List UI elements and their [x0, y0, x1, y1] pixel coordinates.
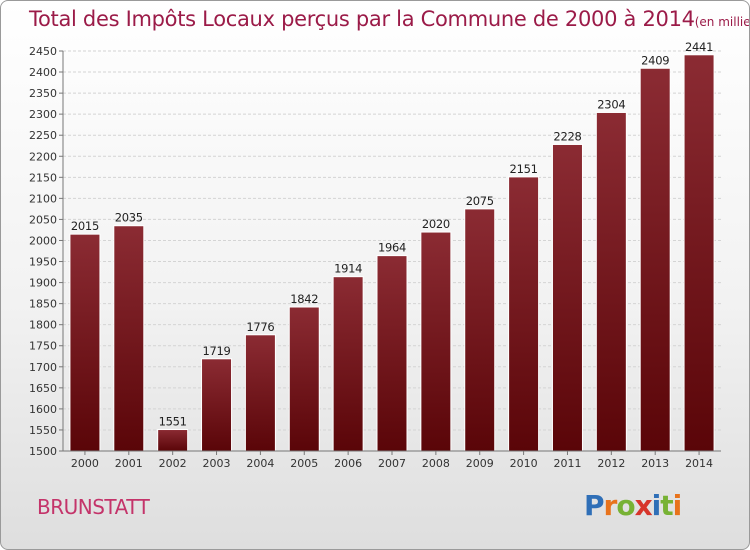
y-tick-label: 1700	[29, 361, 57, 374]
proxiti-logo[interactable]: Proxiti	[584, 489, 683, 522]
y-tick-label: 2050	[29, 213, 57, 226]
x-tick-label: 2000	[71, 457, 99, 470]
logo-letter: i	[651, 489, 662, 522]
bar-2010	[508, 176, 540, 452]
bars	[69, 54, 715, 452]
data-label: 1551	[159, 415, 187, 429]
data-label: 2035	[115, 211, 143, 225]
logo-letter: i	[672, 489, 683, 522]
logo-letter: t	[660, 489, 673, 522]
x-tick-label: 2012	[597, 457, 625, 470]
y-tick-label: 1850	[29, 298, 57, 311]
y-tick-label: 1800	[29, 319, 57, 332]
y-tick-label: 1750	[29, 340, 57, 353]
bar-2007	[376, 255, 408, 452]
bar-2005	[288, 306, 320, 452]
chart-title-unit: (en milliers d'€)	[694, 15, 750, 29]
logo-letter: r	[603, 489, 618, 522]
x-tick-label: 2004	[246, 457, 274, 470]
data-label: 2441	[685, 40, 713, 54]
y-tick-label: 2200	[29, 150, 57, 163]
data-label: 1776	[246, 320, 274, 334]
y-tick-label: 1550	[29, 424, 57, 437]
bar-2014	[683, 54, 715, 452]
y-tick-label: 1950	[29, 256, 57, 269]
y-tick-label: 1600	[29, 403, 57, 416]
x-tick-label: 2003	[203, 457, 231, 470]
y-tick-label: 1500	[29, 445, 57, 458]
bar-2011	[551, 143, 583, 452]
bar-2012	[595, 111, 627, 452]
x-tick-label: 2002	[159, 457, 187, 470]
data-label: 2015	[71, 219, 99, 233]
y-tick-label: 2150	[29, 171, 57, 184]
bar-2013	[639, 67, 671, 452]
x-tick-label: 2001	[115, 457, 143, 470]
y-tick-label: 2400	[29, 66, 57, 79]
data-label: 2151	[510, 162, 538, 176]
y-tick-label: 2250	[29, 129, 57, 142]
bar-2006	[332, 276, 364, 452]
logo-letter: o	[616, 489, 635, 522]
y-axis-ticks: 1500 1550 1600 1650 1700 1750 1800 1850 1900 1950…	[29, 45, 63, 458]
commune-name: BRUNSTATT	[37, 495, 150, 519]
bar-2009	[464, 208, 496, 452]
y-tick-label: 1900	[29, 277, 57, 290]
data-label: 1914	[334, 262, 362, 276]
bar-2002	[157, 429, 189, 452]
chart-title-text: Total des Impôts Locaux perçus par la Co…	[29, 7, 695, 31]
data-label: 1842	[290, 292, 318, 306]
bar-2001	[113, 225, 145, 452]
logo-letter: P	[584, 489, 605, 522]
bar-2004	[244, 334, 276, 452]
logo-letter: x	[634, 489, 653, 522]
data-labels: 2015 2035 1551 1719 1776 1842 1914 1964 2020 2075…	[71, 40, 714, 429]
data-label: 1719	[202, 344, 230, 358]
x-tick-label: 2013	[641, 457, 669, 470]
data-label: 2020	[422, 217, 450, 231]
data-label: 2228	[553, 129, 581, 143]
bar-2003	[201, 358, 233, 452]
bar-2008	[420, 231, 452, 452]
data-label: 1964	[378, 241, 406, 255]
x-tick-label: 2009	[466, 457, 494, 470]
chart-title: Total des Impôts Locaux perçus par la Co…	[29, 7, 750, 31]
x-tick-label: 2008	[422, 457, 450, 470]
x-tick-label: 2011	[553, 457, 581, 470]
data-label: 2409	[641, 53, 669, 67]
x-tick-label: 2005	[290, 457, 318, 470]
x-tick-label: 2010	[510, 457, 538, 470]
x-tick-label: 2007	[378, 457, 406, 470]
y-tick-label: 2300	[29, 108, 57, 121]
y-tick-label: 2350	[29, 87, 57, 100]
y-tick-label: 2450	[29, 45, 57, 58]
x-tick-label: 2006	[334, 457, 362, 470]
y-tick-label: 2100	[29, 192, 57, 205]
y-tick-label: 1650	[29, 382, 57, 395]
x-axis-ticks: 2000 2001 2002 2003 2004 2005 2006 2007 2008 2009…	[71, 451, 713, 470]
x-tick-label: 2014	[685, 457, 713, 470]
y-tick-label: 2000	[29, 234, 57, 247]
bar-2000	[69, 233, 101, 452]
data-label: 2304	[597, 97, 625, 111]
data-label: 2075	[466, 194, 494, 208]
